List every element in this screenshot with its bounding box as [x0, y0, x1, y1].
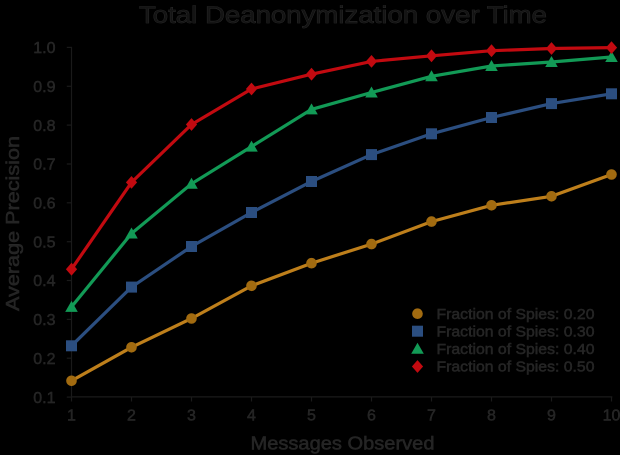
svg-text:Messages Observed: Messages Observed — [251, 434, 435, 454]
svg-text:0.7: 0.7 — [33, 157, 55, 174]
svg-text:1.0: 1.0 — [33, 40, 55, 57]
svg-text:5: 5 — [307, 408, 316, 425]
svg-text:7: 7 — [427, 408, 436, 425]
svg-text:0.2: 0.2 — [33, 351, 55, 368]
svg-text:Fraction of Spies: 0.50: Fraction of Spies: 0.50 — [437, 360, 595, 376]
svg-text:0.1: 0.1 — [33, 390, 55, 407]
svg-text:1: 1 — [67, 408, 76, 425]
svg-text:Average Precision: Average Precision — [3, 136, 23, 311]
svg-text:3: 3 — [187, 408, 196, 425]
svg-text:0.5: 0.5 — [33, 234, 55, 251]
svg-text:9: 9 — [547, 408, 556, 425]
svg-text:4: 4 — [247, 408, 256, 425]
svg-text:8: 8 — [487, 408, 496, 425]
svg-text:10: 10 — [603, 408, 620, 425]
svg-text:Fraction of Spies: 0.40: Fraction of Spies: 0.40 — [437, 342, 595, 358]
svg-text:2: 2 — [127, 408, 136, 425]
svg-text:0.9: 0.9 — [33, 79, 55, 96]
svg-text:0.4: 0.4 — [33, 273, 55, 290]
svg-text:0.3: 0.3 — [33, 312, 55, 329]
svg-text:6: 6 — [367, 408, 376, 425]
svg-text:Total Deanonymization over Tim: Total Deanonymization over Time — [139, 2, 547, 29]
svg-text:Fraction of Spies: 0.30: Fraction of Spies: 0.30 — [437, 324, 595, 340]
svg-text:0.8: 0.8 — [33, 118, 55, 135]
svg-text:0.6: 0.6 — [33, 196, 55, 213]
svg-text:Fraction of Spies: 0.20: Fraction of Spies: 0.20 — [437, 307, 595, 323]
